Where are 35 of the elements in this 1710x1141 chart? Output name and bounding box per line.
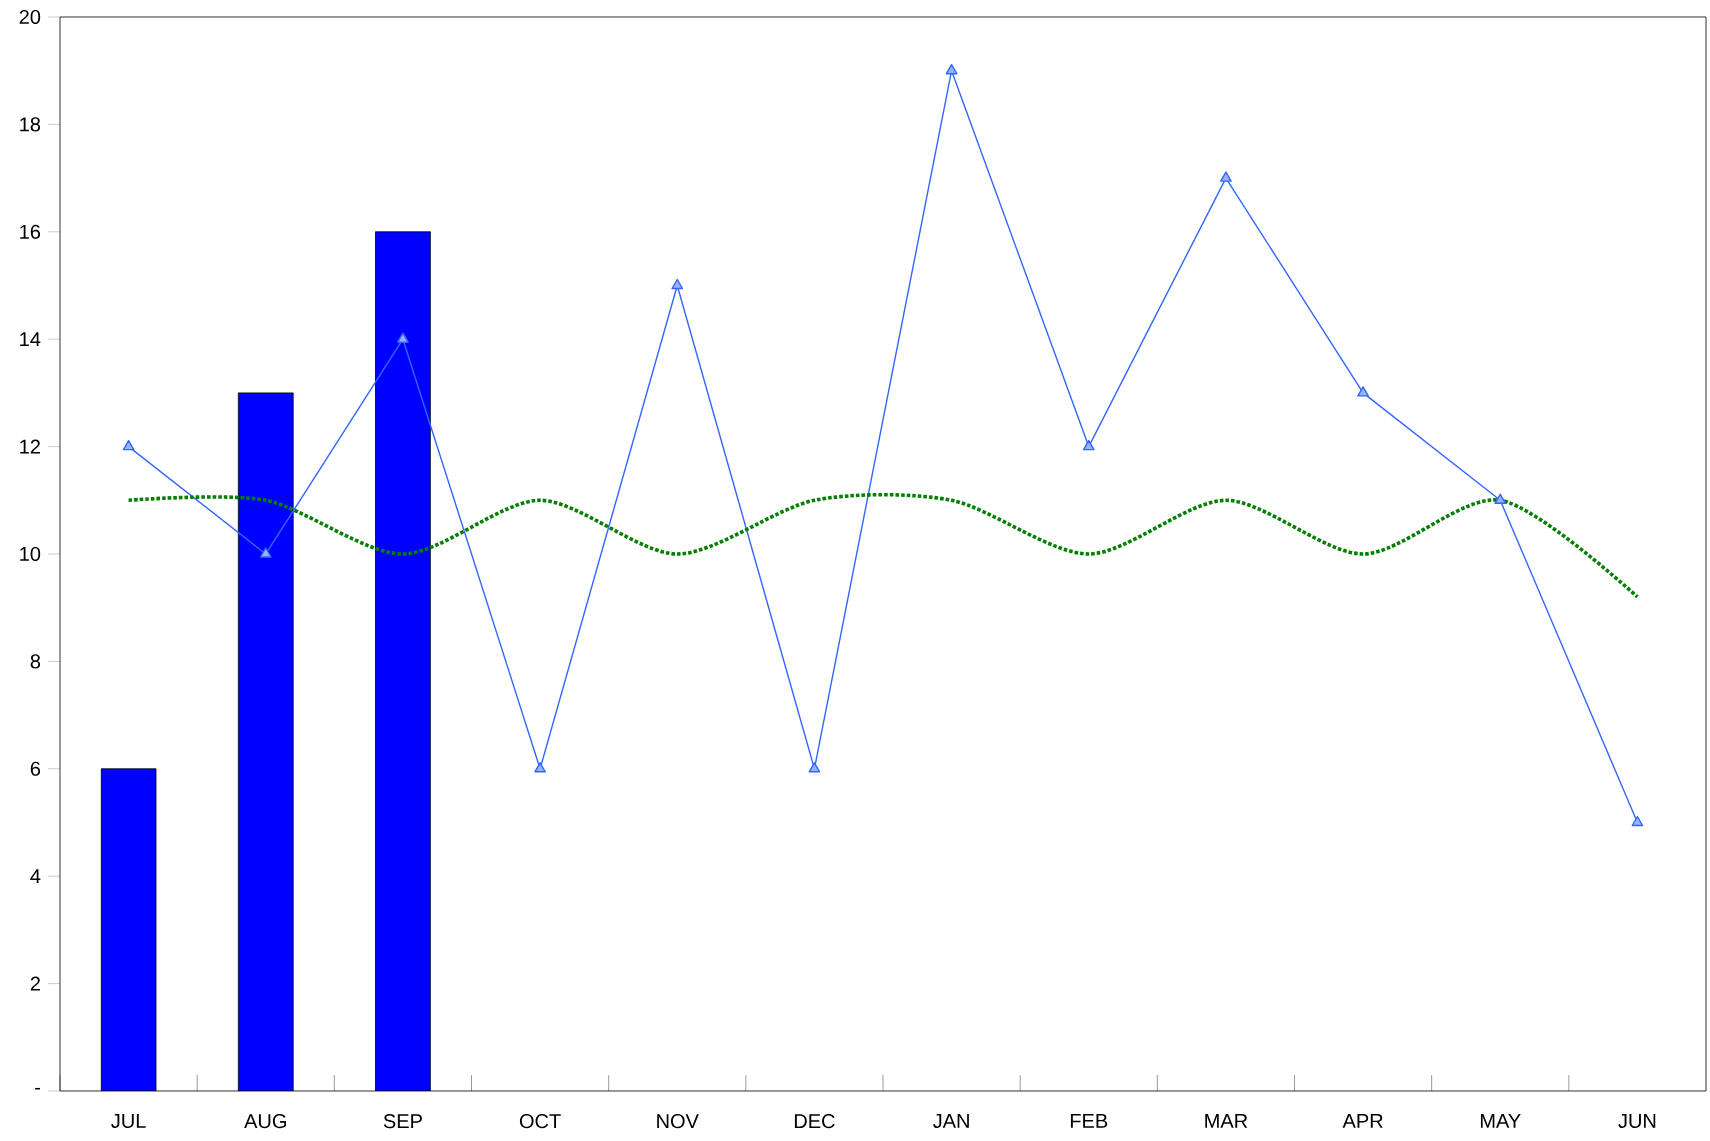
y-tick-label: 16 — [20, 224, 41, 239]
point — [808, 762, 821, 773]
point — [259, 547, 272, 558]
x-tick-label: JUN — [1618, 1114, 1656, 1128]
y-tick-label: 4 — [30, 869, 41, 884]
x-tick-label: OCT — [519, 1114, 561, 1129]
point — [1494, 493, 1507, 504]
y-tick-label: 18 — [20, 117, 41, 132]
x-tick-label: MAR — [1205, 1114, 1248, 1128]
y-tick-label: 10 — [20, 546, 41, 562]
y-tick-label: 2 — [30, 976, 40, 991]
y-tick-label: 8 — [30, 654, 41, 669]
x-tick-label: DEC — [794, 1114, 835, 1129]
x-tick-label: APR — [1342, 1114, 1383, 1128]
point — [1357, 386, 1369, 397]
y-tick-label: 12 — [20, 439, 40, 454]
x-tick-label: NOV — [657, 1114, 699, 1129]
point — [397, 332, 409, 343]
x-tick-label: SEP — [383, 1114, 422, 1129]
point — [1631, 815, 1644, 827]
y-tick-label: 14 — [20, 332, 41, 347]
y-tick-label: 20 — [19, 9, 41, 25]
point — [671, 278, 684, 290]
y-tick-label: - — [35, 1087, 41, 1090]
point — [1082, 439, 1095, 451]
point — [945, 63, 958, 75]
point — [1220, 171, 1232, 182]
x-tick-label: JUL — [111, 1114, 146, 1128]
x-tick-label: JAN — [933, 1114, 969, 1128]
x-tick-label: AUG — [244, 1114, 286, 1129]
point — [534, 762, 546, 773]
x-tick-label: MAY — [1480, 1114, 1521, 1128]
point — [122, 439, 135, 451]
x-tick-label: FEB — [1070, 1114, 1108, 1128]
y-tick-label: 6 — [30, 761, 41, 776]
